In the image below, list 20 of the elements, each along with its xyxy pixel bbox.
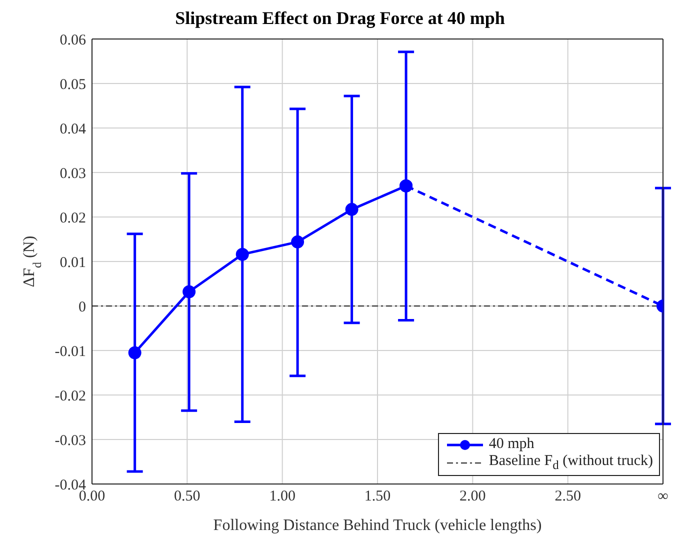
x-tick-label: 1.00 (269, 488, 296, 505)
y-tick-label: 0.04 (60, 121, 86, 138)
x-tick-label: 1.50 (364, 488, 391, 505)
legend-label: Baseline F$_{d}$ (without truck) (488, 453, 653, 473)
y-tick-label: 0.06 (60, 32, 86, 48)
y-tick-label: 0.05 (60, 76, 86, 93)
y-tick-label: 0.01 (60, 254, 86, 271)
y-tick-label: 0 (78, 299, 86, 316)
y-tick-label: 0.02 (60, 210, 86, 226)
chart-title: Slipstream Effect on Drag Force at 40 mph (174, 8, 506, 30)
x-tick-label: ∞ (658, 488, 669, 505)
y-tick-label: -0.03 (54, 432, 86, 449)
y-tick-label: -0.02 (54, 388, 86, 404)
legend-label: 40 mph (488, 436, 534, 453)
x-axis-title: Following Distance Behind Truck (vehicle lengths) (213, 517, 542, 534)
x-tick-label: 2.50 (554, 488, 581, 505)
y-tick-label: 0.03 (60, 166, 86, 182)
x-tick-label: 0.50 (174, 488, 200, 505)
x-tick-label: 2.00 (460, 488, 486, 505)
y-tick-label: -0.01 (54, 344, 86, 360)
